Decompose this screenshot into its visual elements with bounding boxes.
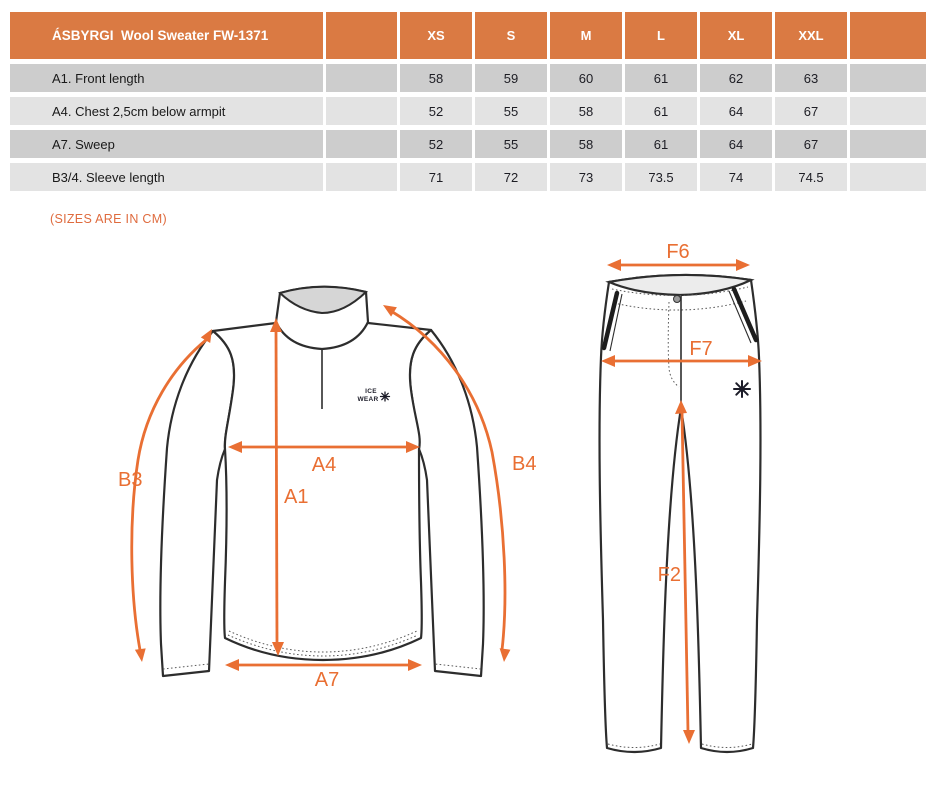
size-value-cell: 67: [775, 97, 847, 125]
row-label: A1. Front length: [10, 64, 323, 92]
size-value-cell: 52: [400, 130, 472, 158]
b3-label: B3: [118, 469, 142, 491]
size-value-cell: 61: [625, 130, 697, 158]
fly-stitch: [667, 301, 680, 388]
b4-measure-arrow: [383, 305, 511, 662]
header-spacer-cell: [850, 12, 926, 59]
left-leg-hem-stitch: [607, 743, 661, 748]
size-column-header-xs: XS: [400, 12, 472, 59]
table-title: ÁSBYRGI Wool Sweater FW-1371: [10, 12, 323, 59]
b4-label: B4: [512, 453, 536, 475]
size-value-cell: 58: [400, 64, 472, 92]
spacer-cell: [850, 130, 926, 158]
logo-text-wear: WEAR: [357, 396, 378, 403]
size-value-cell: 74.5: [775, 163, 847, 191]
sweater-left-sleeve: [159, 329, 236, 678]
size-value-cell: 67: [775, 130, 847, 158]
a7-label: A7: [315, 669, 339, 691]
size-value-cell: 52: [400, 97, 472, 125]
a4-label: A4: [312, 454, 336, 476]
pants-diagram: F6 F7 F2: [598, 241, 762, 754]
sweater-diagram: ICE WEAR: [118, 285, 536, 691]
size-column-header-xl: XL: [700, 12, 772, 59]
pants-body: [598, 273, 762, 754]
spacer-cell: [850, 64, 926, 92]
f6-measure-arrow: [607, 259, 750, 271]
icewear-logo: ICE WEAR: [357, 388, 391, 403]
size-column-header-xxl: XXL: [775, 12, 847, 59]
spacer-cell: [326, 97, 397, 125]
header-spacer-cell: [326, 12, 397, 59]
size-value-cell: 61: [625, 64, 697, 92]
size-column-header-m: M: [550, 12, 622, 59]
right-pocket-opening: [731, 286, 759, 343]
size-value-cell: 64: [700, 97, 772, 125]
spacer-cell: [850, 163, 926, 191]
right-leg-hem-stitch: [701, 743, 753, 748]
spacer-cell: [326, 130, 397, 158]
size-column-header-s: S: [475, 12, 547, 59]
size-column-header-l: L: [625, 12, 697, 59]
size-chart-table: ÁSBYRGI Wool Sweater FW-1371 XS S M L XL…: [10, 12, 926, 191]
size-value-cell: 71: [400, 163, 472, 191]
f7-measure-arrow: [601, 355, 762, 367]
spacer-cell: [850, 97, 926, 125]
f6-label: F6: [666, 241, 689, 263]
size-value-cell: 58: [550, 97, 622, 125]
size-value-cell: 59: [475, 64, 547, 92]
spacer-cell: [326, 163, 397, 191]
size-value-cell: 64: [700, 130, 772, 158]
spacer-cell: [326, 64, 397, 92]
sizes-note: (SIZES ARE IN CM): [50, 212, 167, 226]
f7-label: F7: [689, 338, 712, 360]
logo-text-ice: ICE: [365, 388, 377, 395]
size-value-cell: 62: [700, 64, 772, 92]
sweater-hem-stitch: [228, 630, 418, 653]
size-value-cell: 55: [475, 130, 547, 158]
waist-button: [673, 295, 681, 303]
snowflake-icon: [379, 391, 391, 402]
left-pocket-edge: [609, 293, 623, 352]
sweater-body: [211, 321, 433, 662]
a4-measure-arrow: [228, 441, 420, 453]
row-label: A4. Chest 2,5cm below armpit: [10, 97, 323, 125]
size-value-cell: 55: [475, 97, 547, 125]
waistband-stitch: [611, 286, 749, 296]
size-value-cell: 73: [550, 163, 622, 191]
size-value-cell: 72: [475, 163, 547, 191]
snowflake-icon: [733, 380, 751, 398]
right-pocket-edge: [728, 290, 752, 344]
row-label: A7. Sweep: [10, 130, 323, 158]
size-value-cell: 73.5: [625, 163, 697, 191]
a1-label: A1: [284, 486, 308, 508]
size-value-cell: 74: [700, 163, 772, 191]
size-value-cell: 60: [550, 64, 622, 92]
left-pocket-opening: [601, 290, 620, 351]
size-value-cell: 63: [775, 64, 847, 92]
b3-measure-arrow: [130, 329, 212, 662]
size-value-cell: 58: [550, 130, 622, 158]
size-value-cell: 61: [625, 97, 697, 125]
collar-opening: [278, 285, 369, 315]
f2-label: F2: [658, 564, 681, 586]
f2-measure-arrow: [675, 400, 695, 744]
waist-opening: [605, 273, 755, 297]
row-label: B3/4. Sleeve length: [10, 163, 323, 191]
a7-measure-arrow: [225, 659, 422, 671]
a1-measure-arrow: [270, 318, 284, 656]
measurement-diagram: ICE WEAR: [118, 241, 762, 754]
